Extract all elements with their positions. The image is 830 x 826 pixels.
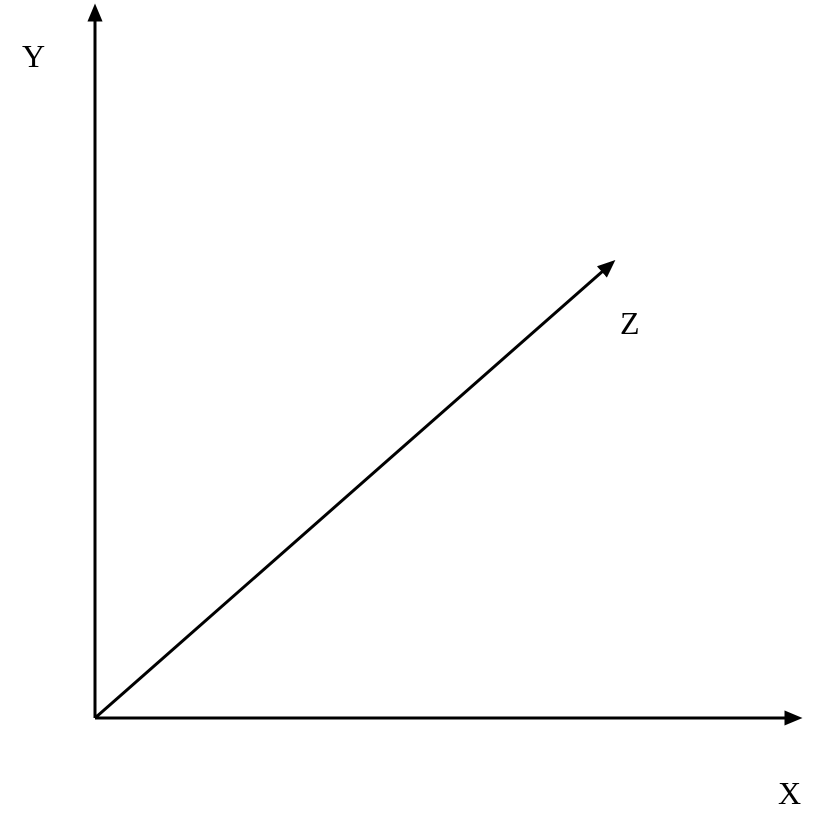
z-axis-label: Z <box>620 305 640 342</box>
z-axis-line <box>95 263 612 718</box>
y-axis-label: Y <box>22 38 45 75</box>
axes-svg <box>0 0 830 821</box>
x-axis-label: X <box>778 775 801 812</box>
coordinate-diagram: Y X Z <box>0 0 830 821</box>
